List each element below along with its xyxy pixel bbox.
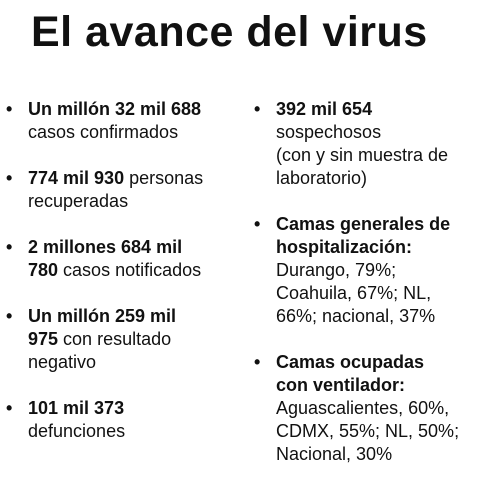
occupancy-line: Nacional, 30% <box>276 444 393 464</box>
occupancy-line: Aguascalientes, 60%, <box>276 398 450 418</box>
stat-line-1: 774 mil 930 personas <box>28 167 246 190</box>
stat-negative-results: • Un millón 259 mil 975 con resultado ne… <box>6 305 246 374</box>
stat-value: 392 mil 654 <box>276 99 373 119</box>
occupancy-line: Durango, 79%; <box>276 260 397 280</box>
bullet-icon: • <box>6 168 13 188</box>
stat-label: con resultado <box>58 329 172 349</box>
stat-value: Un millón 32 mil 688 <box>28 99 202 119</box>
stat-notified-cases: • 2 millones 684 mil 780 casos notificad… <box>6 236 246 282</box>
bullet-icon: • <box>6 398 13 418</box>
stat-line-1: Un millón 259 mil <box>28 305 246 328</box>
stat-ventilator-beds: • Camas ocupadas con ventilador: Aguasca… <box>254 351 486 466</box>
section-heading: Camas ocupadas <box>276 352 425 372</box>
section-heading-cont: con ventilador: <box>276 375 406 395</box>
stat-value: 101 mil 373 <box>28 398 125 418</box>
stat-value: Un millón 259 mil <box>28 306 177 326</box>
stat-label: sospechosos <box>276 122 382 142</box>
stat-line-1: Un millón 32 mil 688 <box>28 98 246 121</box>
stat-label-inline: personas <box>124 168 204 188</box>
bullet-icon: • <box>6 237 13 257</box>
occupancy-line: Coahuila, 67%; NL, <box>276 283 432 303</box>
stat-line-1: 101 mil 373 <box>28 397 246 420</box>
bullet-icon: • <box>6 306 13 326</box>
stat-note-cont: laboratorio) <box>276 168 368 188</box>
stat-value: 774 mil 930 <box>28 168 125 188</box>
right-column: • 392 mil 654 sospechosos (con y sin mue… <box>254 98 486 489</box>
stat-note: (con y sin muestra de <box>276 145 449 165</box>
stat-value-cont: 780 <box>28 260 59 280</box>
stat-value: 2 millones 684 mil <box>28 237 183 257</box>
stat-label: defunciones <box>28 421 126 441</box>
stat-recovered: • 774 mil 930 personas recuperadas <box>6 167 246 213</box>
stat-line-2: 975 con resultado <box>28 328 246 351</box>
stat-label: recuperadas <box>28 191 129 211</box>
left-column: • Un millón 32 mil 688 casos confirmados… <box>6 98 246 466</box>
section-heading: Camas generales de <box>276 214 451 234</box>
stat-line-2: 780 casos notificados <box>28 259 246 282</box>
stat-label: casos confirmados <box>28 122 179 142</box>
stat-label: casos notificados <box>58 260 202 280</box>
bullet-icon: • <box>254 352 261 372</box>
stat-deaths: • 101 mil 373 defunciones <box>6 397 246 443</box>
stat-general-beds: • Camas generales de hospitalización: Du… <box>254 213 486 328</box>
stat-suspected: • 392 mil 654 sospechosos (con y sin mue… <box>254 98 486 190</box>
section-heading-cont: hospitalización: <box>276 237 413 257</box>
stat-confirmed-cases: • Un millón 32 mil 688 casos confirmados <box>6 98 246 144</box>
page-title: El avance del virus <box>31 8 428 56</box>
stat-label-cont: negativo <box>28 352 97 372</box>
bullet-icon: • <box>254 214 261 234</box>
occupancy-line: CDMX, 55%; NL, 50%; <box>276 421 460 441</box>
bullet-icon: • <box>254 99 261 119</box>
bullet-icon: • <box>6 99 13 119</box>
stat-line-1: 2 millones 684 mil <box>28 236 246 259</box>
stat-value-cont: 975 <box>28 329 59 349</box>
occupancy-line: 66%; nacional, 37% <box>276 306 436 326</box>
